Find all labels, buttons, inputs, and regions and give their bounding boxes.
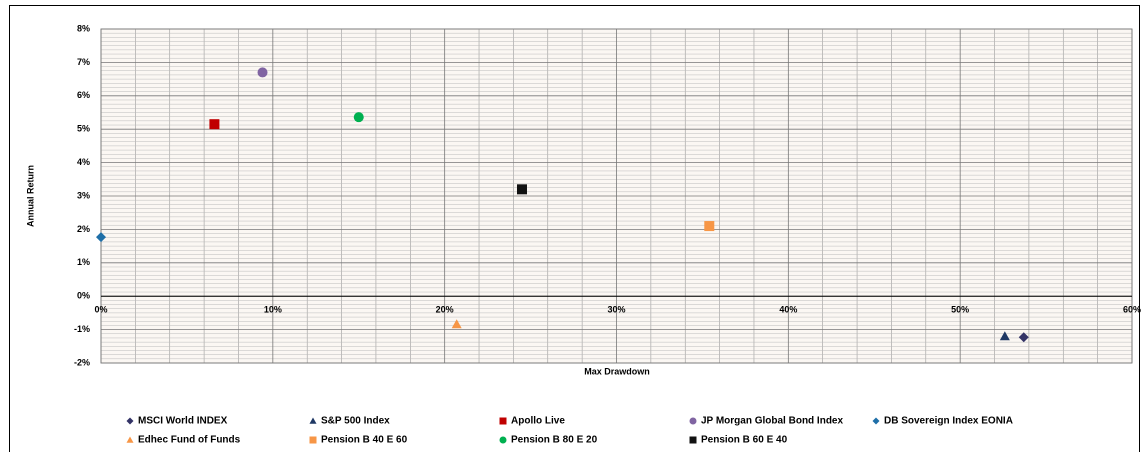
y-tick-label: 8% xyxy=(77,23,90,33)
y-tick-label: 6% xyxy=(77,90,90,100)
y-tick-label: -2% xyxy=(74,357,90,367)
x-tick-label: 50% xyxy=(951,305,969,315)
point xyxy=(704,221,715,232)
legend-marker xyxy=(309,436,317,444)
x-tick-label: 40% xyxy=(779,305,797,315)
y-tick-label: 0% xyxy=(77,291,90,301)
point xyxy=(353,112,364,123)
legend-label: Pension B 60 E 40 xyxy=(701,435,788,446)
x-tick-label: 0% xyxy=(94,305,107,315)
point xyxy=(209,119,220,130)
legend-marker xyxy=(309,417,317,424)
legend-marker xyxy=(126,436,134,443)
point xyxy=(96,232,106,243)
legend-marker xyxy=(689,436,697,444)
y-tick-label: 1% xyxy=(77,257,90,267)
legend-label: DB Sovereign Index EONIA xyxy=(884,416,1013,427)
legend-label: MSCI World INDEX xyxy=(138,416,228,427)
x-tick-label: 60% xyxy=(1123,305,1141,315)
legend-label: S&P 500 Index xyxy=(321,416,390,427)
point xyxy=(257,67,268,78)
x-tick-label: 10% xyxy=(264,305,282,315)
legend-marker xyxy=(872,417,880,425)
legend-label: Edhec Fund of Funds xyxy=(138,435,241,446)
legend-label: Pension B 80 E 20 xyxy=(511,435,598,446)
legend-marker xyxy=(499,417,507,425)
legend-marker xyxy=(499,436,507,444)
point xyxy=(516,184,527,195)
x-tick-label: 20% xyxy=(436,305,454,315)
legend-marker xyxy=(689,417,697,425)
x-tick-label: 30% xyxy=(607,305,625,315)
y-tick-label: 4% xyxy=(77,157,90,167)
y-tick-label: 7% xyxy=(77,57,90,67)
y-tick-label: 2% xyxy=(77,224,90,234)
y-tick-label: 5% xyxy=(77,124,90,134)
y-tick-label: -1% xyxy=(74,324,90,334)
legend-label: Pension B 40 E 60 xyxy=(321,435,408,446)
legend-label: JP Morgan Global Bond Index xyxy=(701,416,843,427)
y-axis-title: Annual Return xyxy=(25,165,35,227)
point xyxy=(1018,332,1029,343)
legend-label: Apollo Live xyxy=(511,416,565,427)
point xyxy=(999,331,1010,341)
y-tick-label: 3% xyxy=(77,190,90,200)
x-axis-title: Max Drawdown xyxy=(584,366,650,376)
point xyxy=(451,319,462,329)
legend-marker xyxy=(126,417,134,425)
